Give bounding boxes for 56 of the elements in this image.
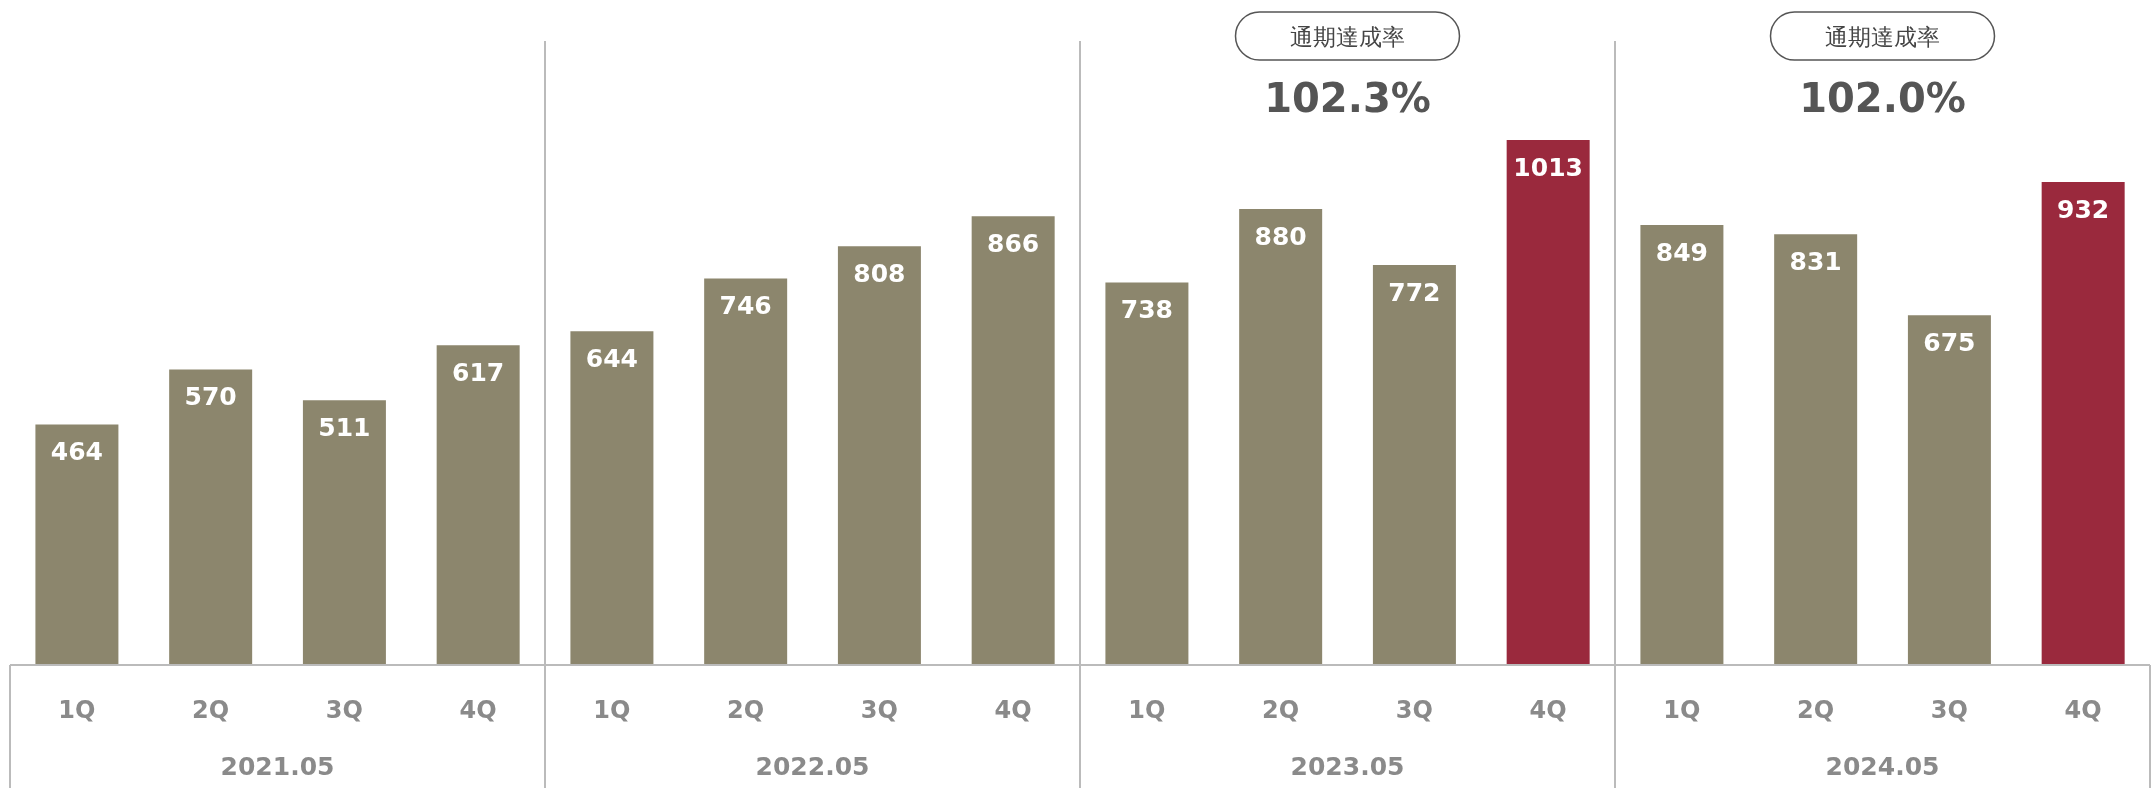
text: 102.3% (1264, 75, 1431, 121)
x-tick-label: 2Q (192, 696, 230, 725)
bar (436, 345, 520, 665)
bar (1372, 264, 1456, 665)
text: 102.0% (1799, 75, 1966, 121)
data-label: 866 (987, 228, 1040, 258)
bar (704, 278, 788, 665)
data-label: 738 (1120, 295, 1174, 325)
data-label: 831 (1789, 247, 1842, 277)
bar (1907, 315, 1991, 665)
x-tick-label: 4Q (2064, 696, 2102, 725)
x-tick-label: 4Q (1529, 696, 1567, 725)
x-tick-label: 3Q (325, 696, 363, 725)
x-tick-label: 4Q (459, 696, 497, 725)
data-label: 772 (1388, 277, 1441, 307)
text: 2022.05 (755, 752, 870, 781)
x-tick-label: 2Q (1797, 696, 1835, 725)
bar (2041, 181, 2125, 665)
data-label: 570 (184, 382, 237, 412)
data-label: 932 (2057, 194, 2110, 224)
text: 2021.05 (220, 752, 335, 781)
text: 通期達成率 (1825, 24, 1940, 50)
x-tick-label: 3Q (860, 696, 898, 725)
x-tick-label: 1Q (593, 696, 631, 725)
bar (302, 400, 386, 665)
data-label: 617 (452, 357, 505, 387)
text: 通期達成率 (1290, 24, 1405, 50)
bar (837, 246, 921, 665)
x-tick-label: 3Q (1930, 696, 1968, 725)
data-label: 849 (1655, 237, 1709, 267)
data-label: 746 (719, 291, 772, 321)
data-label: 675 (1923, 327, 1976, 357)
bar (971, 216, 1055, 665)
x-tick-label: 1Q (58, 696, 96, 725)
x-tick-label: 2Q (727, 696, 765, 725)
x-tick-label: 1Q (1128, 696, 1166, 725)
x-tick-label: 3Q (1395, 696, 1433, 725)
bar (1640, 225, 1724, 665)
data-label: 1013 (1513, 152, 1583, 182)
bar (570, 331, 654, 665)
bar (1774, 234, 1858, 665)
data-label: 511 (318, 412, 371, 442)
bar (1506, 140, 1590, 665)
data-label: 644 (585, 343, 639, 373)
bar (1105, 282, 1189, 665)
x-tick-label: 4Q (994, 696, 1032, 725)
bar (35, 424, 119, 665)
text: 2024.05 (1825, 752, 1940, 781)
data-label: 880 (1254, 221, 1307, 251)
data-label: 464 (50, 437, 104, 467)
data-label: 808 (853, 258, 906, 288)
bar (1239, 208, 1323, 665)
x-tick-label: 1Q (1663, 696, 1701, 725)
text: 2023.05 (1290, 752, 1405, 781)
bar (169, 369, 253, 665)
x-tick-label: 2Q (1262, 696, 1300, 725)
